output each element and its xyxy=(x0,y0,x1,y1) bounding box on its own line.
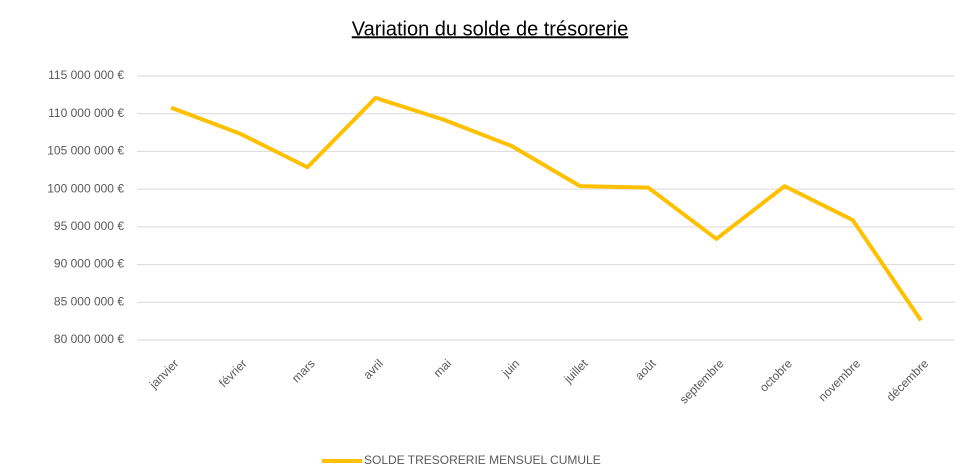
x-tick-label: février xyxy=(216,356,249,389)
x-tick-label: novembre xyxy=(815,356,863,404)
y-tick-label: 80 000 000 € xyxy=(54,332,124,346)
x-tick-label: octobre xyxy=(757,356,795,394)
x-tick-label: mars xyxy=(289,356,318,385)
x-tick-label: juin xyxy=(498,356,522,380)
x-tick-label: avril xyxy=(360,356,385,381)
y-tick-label: 100 000 000 € xyxy=(47,181,124,195)
y-tick-label: 85 000 000 € xyxy=(54,294,124,308)
x-tick-label: juillet xyxy=(560,356,590,386)
x-tick-label: mai xyxy=(431,356,455,380)
y-tick-label: 105 000 000 € xyxy=(47,144,124,158)
x-tick-label: décembre xyxy=(884,356,932,404)
x-tick-label: août xyxy=(632,356,659,383)
y-tick-label: 115 000 000 € xyxy=(48,68,124,82)
y-tick-label: 90 000 000 € xyxy=(54,257,124,271)
x-tick-label: septembre xyxy=(677,356,727,406)
y-tick-label: 95 000 000 € xyxy=(54,219,124,233)
line xyxy=(170,95,923,322)
chart-title: Variation du solde de trésorerie xyxy=(352,18,628,40)
y-tick-label: 110 000 000 € xyxy=(48,106,124,120)
x-tick-label: janvier xyxy=(146,356,182,392)
legend-label: SOLDE TRESORERIE MENSUEL CUMULE xyxy=(364,453,601,466)
